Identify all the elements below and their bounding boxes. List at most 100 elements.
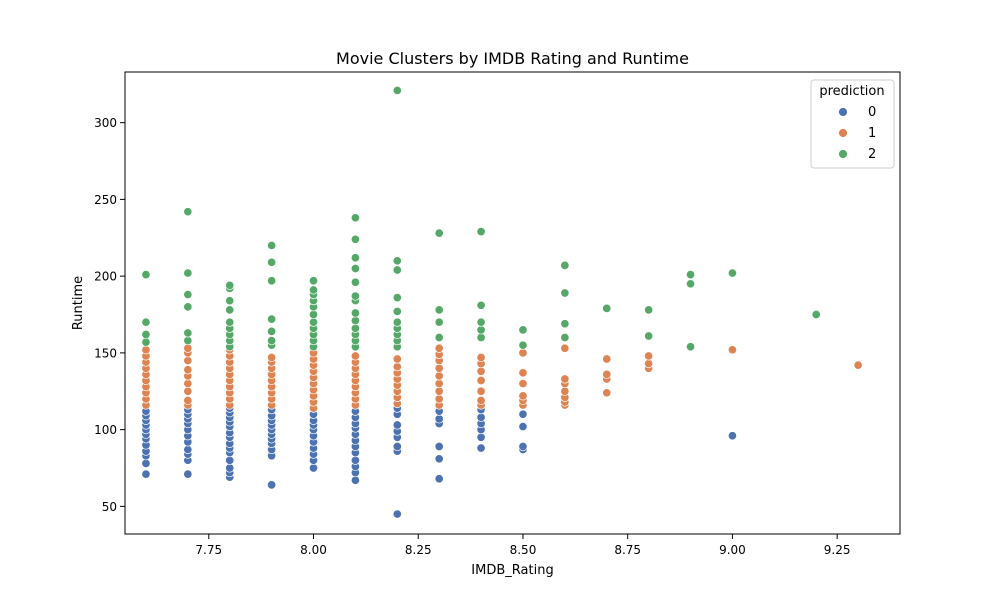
data-point-cluster-1 (518, 391, 528, 401)
data-point-cluster-2 (141, 329, 151, 340)
data-point-cluster-2 (560, 319, 570, 329)
data-point-cluster-2 (476, 325, 486, 335)
data-point-cluster-2 (308, 276, 319, 286)
legend-label-0: 0 (868, 105, 876, 120)
x-tick-label: 8.00 (300, 543, 327, 557)
data-point-cluster-1 (560, 343, 570, 353)
data-point-cluster-2 (183, 336, 193, 346)
data-point-cluster-2 (811, 309, 821, 320)
data-point-cluster-0 (392, 509, 402, 519)
data-point-cluster-2 (141, 337, 151, 347)
data-point-cluster-2 (267, 336, 277, 346)
data-point-cluster-1 (476, 386, 486, 396)
data-point-cluster-2 (183, 268, 193, 278)
data-point-cluster-0 (476, 443, 486, 453)
data-point-cluster-2 (225, 305, 235, 315)
data-point-cluster-2 (183, 207, 193, 217)
legend-marker-0 (838, 107, 848, 117)
data-point-cluster-0 (141, 469, 151, 479)
data-point-cluster-0 (434, 474, 444, 484)
data-point-cluster-0 (141, 458, 151, 468)
legend-title: prediction (819, 84, 884, 99)
data-point-cluster-0 (183, 445, 193, 455)
data-point-cluster-0 (727, 431, 737, 441)
data-point-cluster-2 (350, 234, 360, 244)
data-point-cluster-1 (560, 374, 570, 384)
data-point-cluster-0 (225, 463, 235, 473)
data-point-cluster-1 (141, 345, 151, 355)
data-point-cluster-1 (602, 369, 612, 379)
data-point-cluster-1 (434, 371, 444, 381)
data-point-cluster-2 (267, 240, 277, 250)
data-point-cluster-0 (434, 454, 444, 464)
data-point-cluster-1 (392, 354, 402, 364)
data-point-cluster-1 (644, 359, 654, 369)
data-point-cluster-1 (644, 351, 654, 361)
data-point-cluster-0 (308, 463, 319, 473)
data-point-cluster-2 (434, 305, 444, 315)
data-point-cluster-1 (434, 386, 444, 396)
data-point-cluster-2 (476, 300, 486, 310)
data-point-cluster-2 (308, 285, 319, 295)
data-point-cluster-1 (602, 354, 612, 364)
data-point-cluster-2 (183, 290, 193, 300)
data-point-cluster-2 (560, 288, 570, 298)
data-point-cluster-2 (476, 317, 486, 327)
x-tick-label: 8.25 (405, 543, 432, 557)
x-tick-label: 8.75 (614, 543, 641, 557)
data-point-cluster-2 (392, 317, 402, 327)
data-point-cluster-1 (183, 379, 193, 389)
data-point-cluster-2 (434, 332, 444, 343)
data-point-cluster-2 (141, 270, 151, 280)
data-point-cluster-1 (392, 362, 402, 372)
data-point-cluster-0 (392, 441, 402, 452)
data-point-cluster-2 (350, 308, 360, 318)
data-point-cluster-0 (267, 480, 277, 490)
data-point-cluster-2 (476, 227, 486, 237)
data-point-cluster-1 (434, 394, 444, 404)
data-point-cluster-0 (434, 414, 444, 424)
data-point-cluster-2 (225, 317, 235, 327)
data-point-cluster-2 (350, 291, 360, 301)
legend: prediction 0 1 2 (810, 79, 895, 169)
x-tick-label: 8.50 (510, 543, 537, 557)
data-point-cluster-0 (518, 409, 528, 419)
data-point-cluster-1 (183, 356, 193, 366)
data-point-cluster-1 (518, 348, 528, 358)
data-point-cluster-2 (434, 228, 444, 238)
data-point-cluster-0 (183, 469, 193, 479)
x-tick-label: 9.00 (719, 543, 746, 557)
data-point-cluster-1 (434, 343, 444, 353)
data-point-cluster-2 (560, 332, 570, 343)
x-axis: 7.75 8.00 8.25 8.50 8.75 9.00 9.25 (195, 534, 851, 557)
data-point-cluster-2 (350, 277, 360, 287)
data-point-cluster-0 (434, 441, 444, 452)
y-tick-label: 50 (102, 500, 117, 514)
data-point-cluster-0 (225, 455, 235, 465)
data-point-cluster-1 (476, 366, 486, 376)
data-point-cluster-1 (350, 351, 360, 361)
legend-marker-2 (838, 149, 848, 159)
data-point-cluster-2 (225, 296, 235, 306)
data-point-cluster-1 (183, 395, 193, 406)
data-point-cluster-2 (727, 268, 737, 278)
legend-label-1: 1 (868, 126, 876, 141)
data-point-cluster-2 (350, 213, 360, 223)
data-point-cluster-1 (476, 395, 486, 406)
data-point-cluster-1 (518, 368, 528, 378)
data-point-cluster-2 (602, 303, 612, 313)
points-layer (141, 85, 863, 519)
data-point-cluster-0 (518, 441, 528, 452)
data-point-cluster-1 (518, 379, 528, 389)
data-point-cluster-2 (183, 328, 193, 338)
x-tick-label: 9.25 (824, 543, 851, 557)
data-point-cluster-2 (476, 332, 486, 343)
data-point-cluster-1 (183, 365, 193, 375)
data-point-cluster-2 (350, 253, 360, 263)
data-point-cluster-2 (392, 306, 402, 316)
data-point-cluster-2 (434, 317, 444, 327)
data-point-cluster-2 (267, 314, 277, 324)
data-point-cluster-2 (685, 342, 696, 352)
data-point-cluster-2 (350, 323, 360, 333)
data-point-cluster-1 (434, 363, 444, 373)
